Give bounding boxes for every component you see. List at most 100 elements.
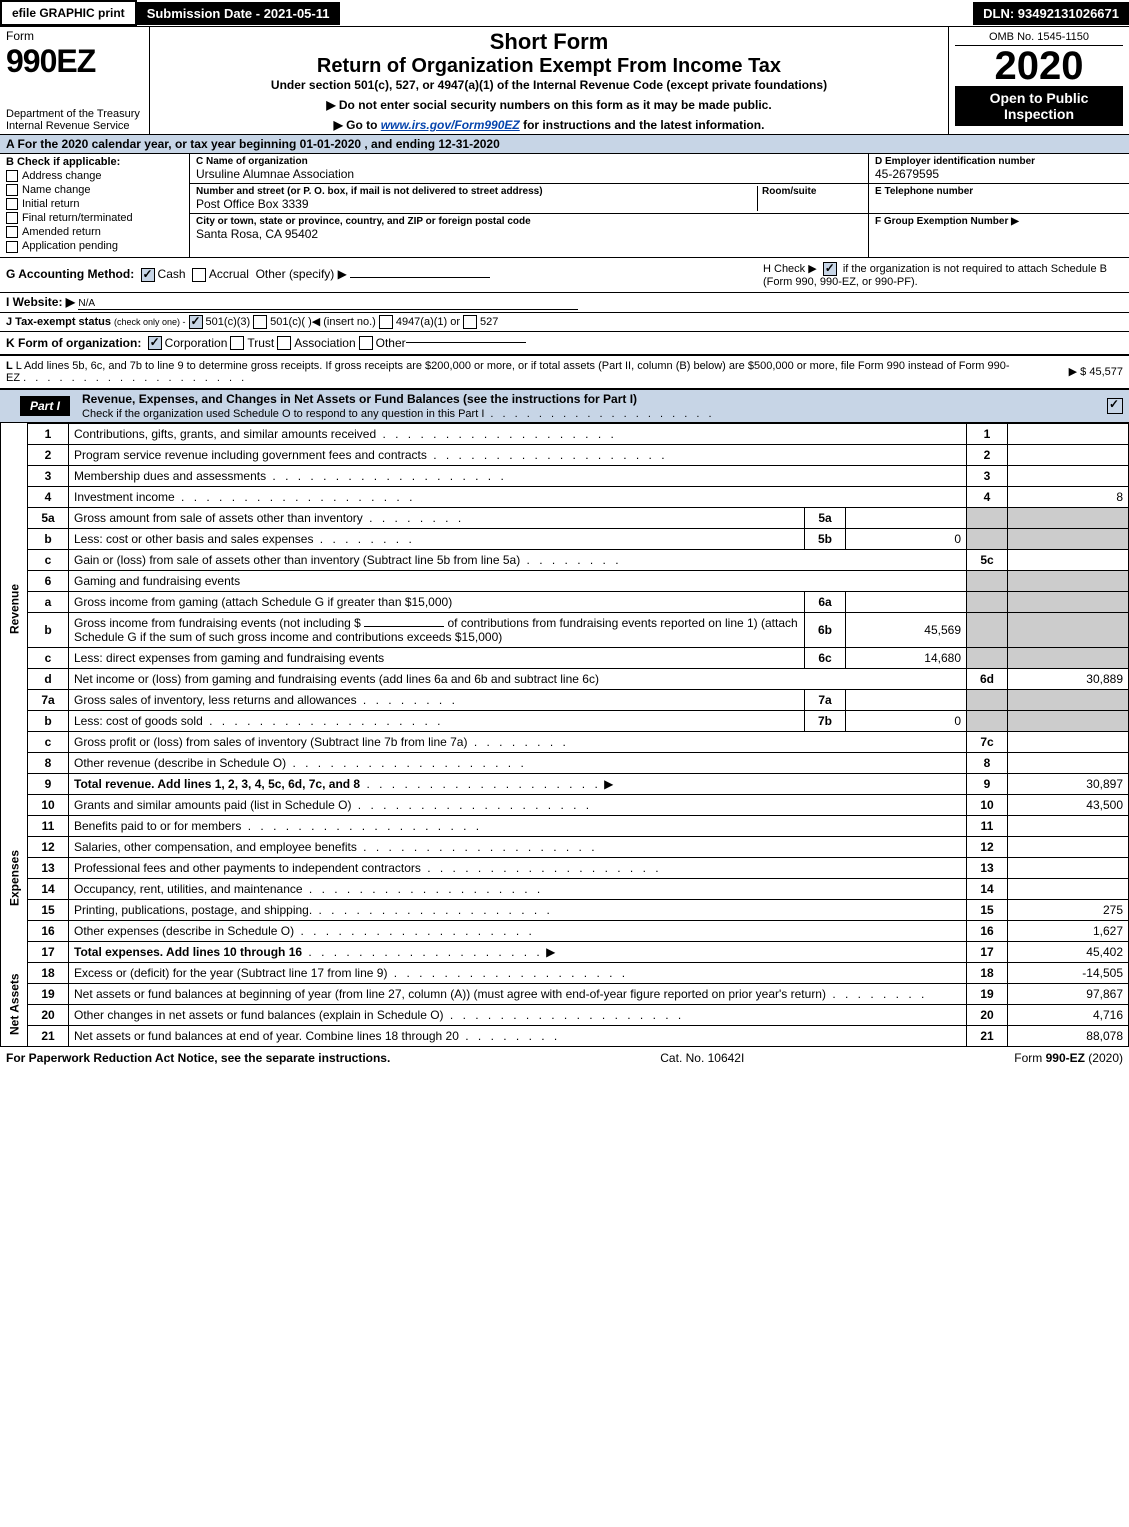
checkbox-amended-return[interactable] [6,226,18,238]
line-20-no: 20 [28,1004,69,1025]
line-18-rn: 18 [967,962,1008,983]
line-6d-val: 30,889 [1008,668,1129,689]
amended-return: Amended return [22,226,101,238]
section-c-label: C Name of organization [196,156,862,167]
dept-label: Department of the Treasury [6,108,140,120]
checkbox-app-pending[interactable] [6,241,18,253]
corp-label: Corporation [165,336,228,350]
line-6b-shaded2 [1008,612,1129,647]
dln: DLN: 93492131026671 [973,2,1129,25]
info-grid: B Check if applicable: Address change Na… [0,154,1129,258]
line-6-no: 6 [28,570,69,591]
line-18-no: 18 [28,962,69,983]
form-label: Form [6,29,34,43]
line-6b-shaded [967,612,1008,647]
line-15-no: 15 [28,899,69,920]
section-k-label: K Form of organization: [6,336,141,350]
checkbox-trust[interactable] [230,336,244,350]
line-6a-mini: 6a [805,591,846,612]
revenue-label: Revenue [1,423,28,794]
line-7b-no: b [28,710,69,731]
line-6b-mval: 45,569 [846,612,967,647]
form-ref: Form 990-EZ (2020) [1014,1051,1123,1065]
form-header: Form 990EZ Department of the Treasury In… [0,27,1129,135]
line-1-rn: 1 [967,423,1008,444]
line-19-val: 97,867 [1008,983,1129,1004]
line-7b-shaded2 [1008,710,1129,731]
final-return: Final return/terminated [22,212,133,224]
checkbox-accrual[interactable] [192,268,206,282]
other-org-label: Other [376,336,406,350]
paperwork-notice: For Paperwork Reduction Act Notice, see … [6,1051,390,1065]
line-11-val [1008,815,1129,836]
line-17-val: 45,402 [1008,941,1129,962]
street-label: Number and street (or P. O. box, if mail… [196,186,757,197]
line-5a-shaded2 [1008,507,1129,528]
checkbox-final-return[interactable] [6,212,18,224]
line-16-no: 16 [28,920,69,941]
line-11-rn: 11 [967,815,1008,836]
line-7c-desc: Gross profit or (loss) from sales of inv… [74,735,569,749]
checkbox-corp[interactable] [148,336,162,350]
checkbox-assoc[interactable] [277,336,291,350]
line-3-val [1008,465,1129,486]
line-8-no: 8 [28,752,69,773]
line-6b-mini: 6b [805,612,846,647]
line-19-desc: Net assets or fund balances at beginning… [74,987,927,1001]
line-1-val [1008,423,1129,444]
initial-return: Initial return [22,198,79,210]
line-21-desc: Net assets or fund balances at end of ye… [74,1029,560,1043]
line-6c-mini: 6c [805,647,846,668]
line-5c-desc: Gain or (loss) from sale of assets other… [74,553,622,567]
line-3-rn: 3 [967,465,1008,486]
line-5c-val [1008,549,1129,570]
line-5c-rn: 5c [967,549,1008,570]
line-14-val [1008,878,1129,899]
netassets-label: Net Assets [1,962,28,1046]
checkbox-cash[interactable] [141,268,155,282]
line-9-rn: 9 [967,773,1008,794]
checkbox-initial-return[interactable] [6,198,18,210]
line-6c-shaded [967,647,1008,668]
line-7b-mini: 7b [805,710,846,731]
line-5a-mini: 5a [805,507,846,528]
line-5a-desc: Gross amount from sale of assets other t… [74,511,464,525]
line-19-no: 19 [28,983,69,1004]
checkbox-501c[interactable] [253,315,267,329]
501c3-label: 501(c)(3) [206,316,251,328]
line-7b-mval: 0 [846,710,967,731]
checkbox-schedule-b[interactable] [823,262,837,276]
line-2-val [1008,444,1129,465]
line-2-rn: 2 [967,444,1008,465]
checkbox-4947[interactable] [379,315,393,329]
part1-title: Revenue, Expenses, and Changes in Net As… [82,392,637,406]
goto-pre: ▶ Go to [334,118,381,132]
line-6a-mval [846,591,967,612]
section-i-label: I Website: ▶ [6,295,75,309]
line-6c-no: c [28,647,69,668]
line-12-val [1008,836,1129,857]
checkbox-schedule-o[interactable] [1107,398,1123,414]
expenses-label: Expenses [1,794,28,962]
line-6c-shaded2 [1008,647,1129,668]
check-only-one: (check only one) - [114,317,186,327]
checkbox-other-org[interactable] [359,336,373,350]
checkbox-address-change[interactable] [6,170,18,182]
line-17-desc: Total expenses. Add lines 10 through 16 [74,945,302,959]
accrual-label: Accrual [209,267,249,281]
part1-header: Part I Revenue, Expenses, and Changes in… [0,389,1129,423]
checkbox-501c3[interactable] [189,315,203,329]
ein: 45-2679595 [875,167,1123,181]
line-5a-mval [846,507,967,528]
irs-link[interactable]: www.irs.gov/Form990EZ [381,118,520,132]
line-7b-desc: Less: cost of goods sold [74,714,443,728]
line-5b-no: b [28,528,69,549]
line-12-desc: Salaries, other compensation, and employ… [74,840,598,854]
efile-btn[interactable]: efile GRAPHIC print [0,0,137,26]
checkbox-name-change[interactable] [6,184,18,196]
line-5a-no: 5a [28,507,69,528]
checkbox-527[interactable] [463,315,477,329]
line-6a-desc: Gross income from gaming (attach Schedul… [69,591,805,612]
section-f-label: F Group Exemption Number ▶ [875,216,1123,227]
line-8-rn: 8 [967,752,1008,773]
